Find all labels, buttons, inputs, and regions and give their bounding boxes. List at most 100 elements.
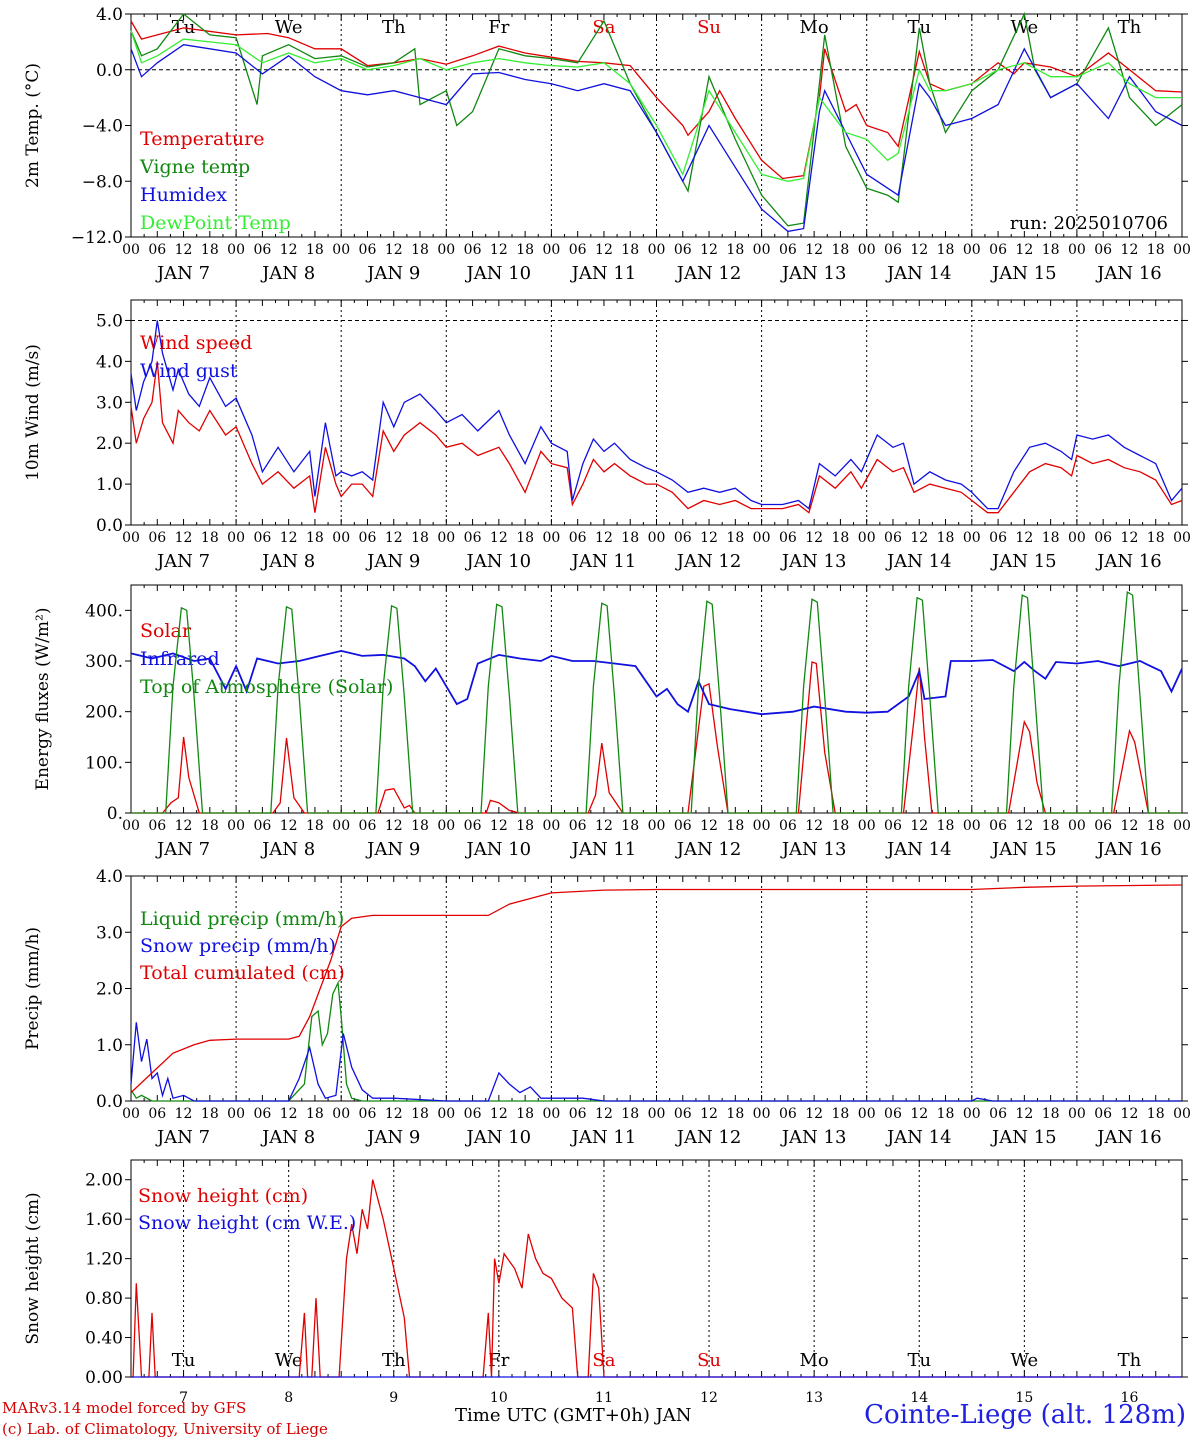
x-hour-tick-label: 12: [910, 818, 928, 834]
x-hour-tick-label: 00: [122, 242, 140, 258]
x-hour-tick-label: 00: [542, 530, 560, 546]
x-hour-tick-label: 18: [306, 1106, 324, 1122]
x-hour-tick-label: 06: [884, 530, 902, 546]
x-hour-tick-label: 18: [201, 818, 219, 834]
x-hour-tick-label: 00: [963, 530, 981, 546]
x-date-label: JAN 12: [675, 263, 742, 284]
x-hour-tick-label: 06: [359, 530, 377, 546]
x-hour-tick-label: 12: [700, 1106, 718, 1122]
x-date-label: JAN 12: [675, 1127, 742, 1148]
x-hour-tick-label: 18: [1147, 1106, 1165, 1122]
x-hour-tick-label: 18: [1042, 818, 1060, 834]
x-hour-tick-label: 12: [490, 818, 508, 834]
series-line: [131, 591, 1182, 814]
series-line: [130, 320, 1183, 510]
x-hour-tick-label: 12: [595, 242, 613, 258]
x-hour-tick-label: 00: [858, 1106, 876, 1122]
x-hour-tick-label: 06: [359, 1106, 377, 1122]
x-hour-tick-label: 18: [1147, 818, 1165, 834]
x-hour-tick-label: 12: [280, 1106, 298, 1122]
x-hour-tick-label: 18: [306, 242, 324, 258]
x-hour-tick-label: 12: [805, 242, 823, 258]
x-hour-tick-label: 18: [516, 530, 534, 546]
x-hour-tick-label: 12: [490, 1106, 508, 1122]
x-hour-tick-label: 18: [1042, 530, 1060, 546]
y-axis-label: 10m Wind (m/s): [23, 344, 43, 481]
x-hour-tick-label: 18: [1147, 530, 1165, 546]
x-hour-tick-label: 00: [1068, 1106, 1086, 1122]
x-hour-tick-label: 12: [1015, 1106, 1033, 1122]
x-date-label: JAN 8: [260, 1127, 315, 1148]
x-date-label: JAN 9: [365, 839, 420, 860]
x-hour-tick-label: 12: [805, 530, 823, 546]
x-date-label: JAN 10: [465, 1127, 532, 1148]
y-tick-label: 1.60: [85, 1210, 123, 1230]
x-hour-tick-label: 00: [648, 242, 666, 258]
x-hour-tick-label: 12: [175, 242, 193, 258]
x-hour-tick-label: 06: [569, 818, 587, 834]
x-hour-tick-label: 00: [648, 1106, 666, 1122]
legend-entry: DewPoint Temp: [140, 212, 291, 234]
x-hour-tick-label: 18: [937, 242, 955, 258]
x-hour-tick-label: 12: [910, 1106, 928, 1122]
x-hour-tick-label: 12: [490, 530, 508, 546]
x-hour-tick-label: 00: [122, 530, 140, 546]
x-hour-tick-label: 18: [832, 530, 850, 546]
x-hour-tick-label: 18: [1042, 242, 1060, 258]
legend-entry: Snow height (cm W.E.): [138, 1212, 356, 1234]
weekday-label: Fr: [488, 1350, 509, 1371]
weekday-label: Mo: [800, 1350, 829, 1371]
x-date-label: JAN 8: [260, 839, 315, 860]
y-tick-label: 0.0: [96, 1092, 123, 1112]
x-date-label: JAN 16: [1095, 1127, 1162, 1148]
y-tick-label: 4.0: [96, 5, 123, 25]
x-hour-tick-label: 06: [779, 818, 797, 834]
x-date-label: JAN 15: [990, 551, 1057, 572]
x-hour-tick-label: 12: [175, 530, 193, 546]
x-hour-tick-label: 06: [1094, 242, 1112, 258]
y-tick-label: 0.00: [85, 1368, 123, 1388]
legend-entry: Liquid precip (mm/h): [140, 908, 344, 930]
x-hour-tick-label: 06: [884, 242, 902, 258]
y-tick-label: 2.0: [96, 980, 123, 1000]
x-hour-tick-label: 00: [542, 818, 560, 834]
x-date-label: JAN 7: [155, 1127, 210, 1148]
x-hour-tick-label: 06: [569, 530, 587, 546]
credits: MARv3.14 model forced by GFS (c) Lab. of…: [2, 1398, 328, 1440]
y-tick-label: −12.0: [71, 228, 123, 248]
wind-panel: 5.0 4.0 3.0 2.0 1.0 0.0 10m Wind (m/s) 00 06 12 18…: [23, 299, 1191, 572]
series-line: [130, 30, 1182, 182]
x-date-label: JAN 10: [465, 839, 532, 860]
x-day-number: 9: [389, 1390, 398, 1406]
y-axis-label: Snow height (cm): [23, 1192, 43, 1344]
x-hour-tick-label: 06: [779, 530, 797, 546]
x-hour-tick-label: 12: [910, 242, 928, 258]
series-line: [130, 20, 1183, 180]
x-day-number: 14: [910, 1390, 928, 1406]
x-date-label: JAN 13: [780, 551, 847, 572]
x-hour-tick-label: 18: [832, 242, 850, 258]
x-hour-tick-label: 06: [148, 1106, 166, 1122]
legend-entry: Temperature: [140, 128, 264, 150]
x-hour-tick-label: 06: [569, 242, 587, 258]
x-hour-tick-label: 06: [148, 530, 166, 546]
x-date-label: JAN 7: [155, 263, 210, 284]
x-hour-tick-label: 06: [1094, 530, 1112, 546]
x-hour-tick-label: 18: [937, 818, 955, 834]
x-hour-tick-label: 12: [280, 242, 298, 258]
y-tick-label: −4.0: [82, 117, 123, 137]
temperature-panel: 4.0 0.0 −4.0 −8.0 −12.0 2m Temp. (°C) 00 06 12 18…: [23, 5, 1191, 284]
y-tick-label: 3.0: [96, 923, 123, 943]
x-hour-tick-label: 06: [779, 1106, 797, 1122]
x-hour-tick-label: 06: [674, 530, 692, 546]
y-tick-label: 0.80: [85, 1289, 123, 1309]
x-hour-tick-label: 18: [621, 818, 639, 834]
x-day-number: 16: [1121, 1390, 1139, 1406]
x-hour-tick-label: 06: [779, 242, 797, 258]
x-hour-tick-label: 18: [832, 818, 850, 834]
x-hour-tick-label: 00: [332, 818, 350, 834]
weekday-label: Tu: [907, 1350, 931, 1371]
weekday-label: Mo: [800, 17, 829, 38]
x-day-number: 8: [284, 1390, 293, 1406]
run-label: run: 2025010706: [1010, 213, 1168, 234]
